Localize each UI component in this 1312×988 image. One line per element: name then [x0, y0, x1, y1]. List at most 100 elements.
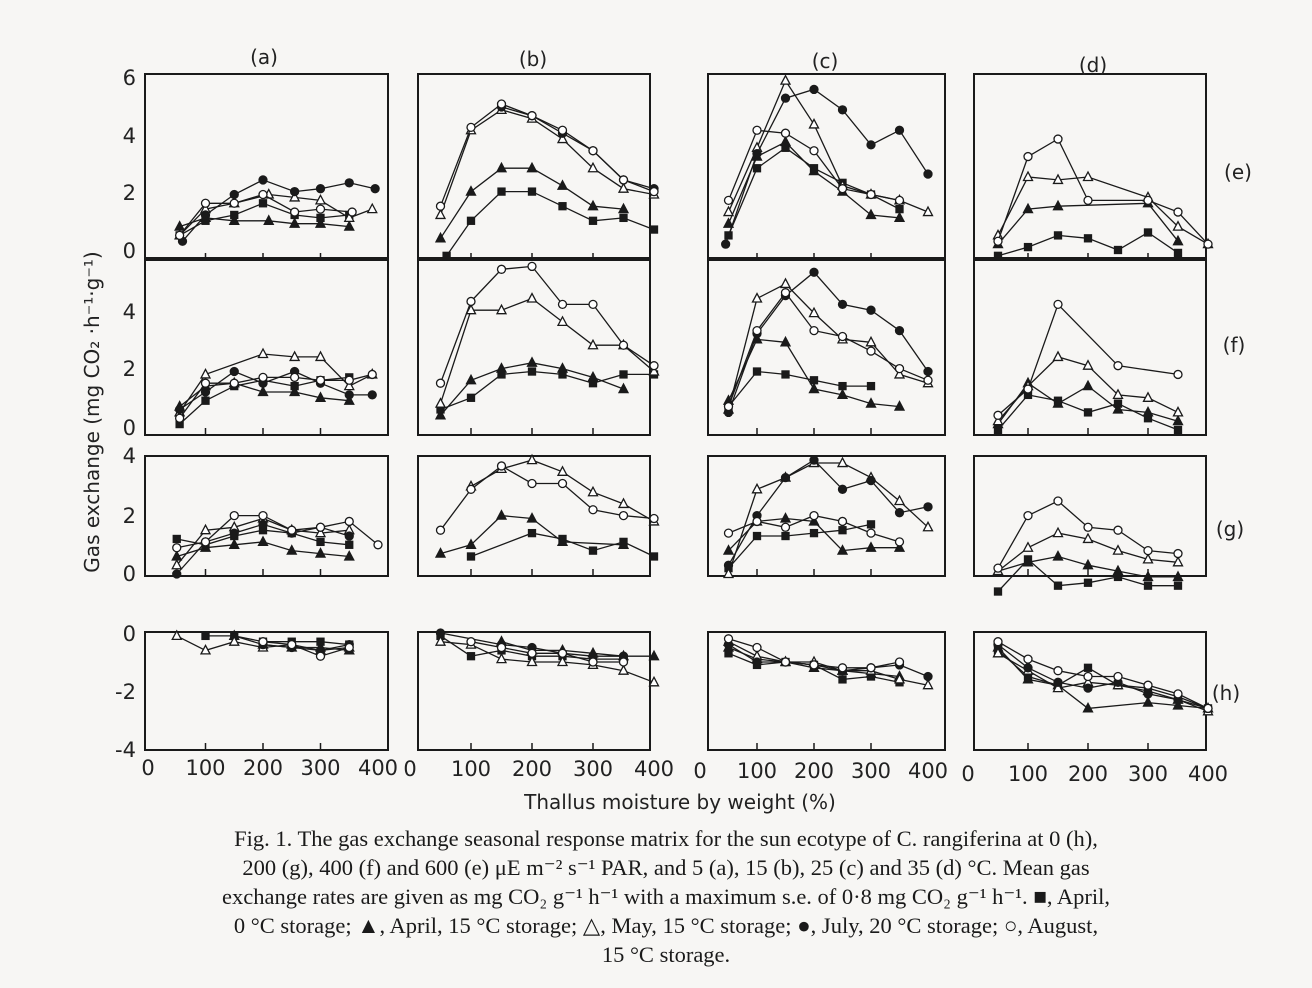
x-tick-label-c: 0 [693, 759, 706, 783]
point-aug15 [1083, 671, 1093, 682]
point-jul20 [229, 189, 239, 200]
series-line-jul20 [501, 106, 655, 190]
point-may15 [434, 397, 447, 408]
point-apr15 [587, 370, 599, 382]
series-line-aug15 [439, 103, 655, 207]
point-jul20 [866, 475, 876, 486]
point-apr15 [893, 541, 906, 552]
point-apr0 [466, 652, 476, 661]
point-apr15 [779, 135, 792, 147]
point-jul20 [752, 657, 762, 667]
point-apr15 [556, 535, 569, 547]
point-apr0 [527, 187, 537, 196]
series-line-jul20 [727, 271, 929, 413]
point-aug15 [588, 505, 598, 515]
panel-hd [973, 631, 1214, 751]
point-apr0 [527, 367, 537, 376]
point-apr15 [228, 538, 240, 549]
x-tick-label-a: 300 [300, 756, 340, 780]
point-may15 [228, 635, 240, 646]
series-line-apr15 [501, 641, 654, 657]
point-aug15 [315, 204, 326, 214]
point-aug15 [1023, 151, 1033, 162]
figure-caption: Fig. 1. The gas exchange seasonal respon… [60, 824, 1272, 969]
point-jul20 [258, 519, 268, 530]
point-apr0 [1173, 425, 1183, 435]
point-aug15 [344, 516, 354, 527]
point-apr15 [1142, 406, 1154, 417]
x-axis-label: Thallus moisture by weight (%) [523, 790, 836, 814]
row-label-g: (g) [1216, 517, 1244, 541]
series-line-aug15 [176, 514, 379, 549]
panel-frame-eb [417, 73, 651, 261]
point-apr0 [866, 520, 876, 529]
y-tick-label-h: -2 [115, 680, 136, 704]
point-apr15 [617, 538, 630, 549]
row-label-f: (f) [1223, 333, 1246, 357]
point-aug15 [1023, 654, 1033, 664]
point-apr15 [314, 217, 327, 228]
series-line-jul20 [440, 632, 624, 657]
point-may15 [865, 335, 877, 347]
point-aug15 [780, 288, 791, 298]
x-tick-label-c: 200 [794, 759, 834, 783]
point-apr0 [993, 251, 1003, 260]
point-may15 [808, 306, 820, 318]
point-apr15 [1112, 403, 1124, 414]
point-aug15 [287, 525, 297, 535]
col-label-a: (a) [250, 45, 278, 69]
point-apr0 [316, 537, 325, 547]
point-apr15 [836, 544, 849, 555]
panel-frame-gd [973, 455, 1207, 577]
point-apr15 [893, 211, 906, 223]
point-apr15 [314, 391, 327, 402]
panel-gb [417, 453, 660, 577]
point-apr0 [1083, 663, 1093, 672]
panel-fa [144, 257, 389, 436]
point-apr0 [345, 540, 354, 549]
caption-line-4: 0 °C storage; ▲, April, 15 °C storage; △… [233, 913, 1099, 938]
series-line-jul20 [262, 643, 350, 652]
point-aug15 [1173, 548, 1183, 559]
point-apr0 [752, 367, 762, 376]
point-jul20 [344, 390, 354, 400]
point-aug15 [866, 189, 876, 200]
point-apr15 [257, 535, 269, 547]
panel-ea [144, 73, 389, 261]
x-tick-label-c: 400 [908, 759, 948, 783]
series-line-may15 [727, 283, 929, 410]
series-line-may15 [440, 641, 655, 683]
point-apr0 [619, 213, 628, 223]
point-apr15 [1142, 570, 1154, 582]
point-may15 [648, 675, 660, 687]
point-jul20 [174, 404, 185, 415]
point-may15 [808, 118, 820, 129]
point-apr15 [1172, 414, 1184, 426]
x-tick-label-d: 400 [1188, 762, 1228, 786]
point-apr0 [442, 251, 451, 260]
point-aug15 [1203, 703, 1213, 714]
point-jul20 [923, 671, 933, 682]
x-tick-label-a: 400 [358, 756, 398, 780]
panel-hc [707, 631, 946, 751]
point-may15 [1142, 391, 1154, 402]
point-jul20 [923, 169, 933, 179]
point-apr15 [343, 220, 355, 231]
point-apr0 [649, 552, 659, 561]
point-apr0 [172, 534, 181, 544]
point-may15 [199, 368, 212, 379]
point-apr15 [587, 199, 599, 211]
series-line-apr0 [446, 190, 655, 257]
point-apr15 [779, 512, 792, 523]
point-jul20 [809, 267, 819, 277]
panel-frame-ed [973, 73, 1207, 261]
point-apr0 [752, 164, 762, 173]
point-may15 [556, 315, 569, 327]
point-apr0 [838, 526, 847, 535]
panel-ed [973, 73, 1214, 261]
point-jul20 [752, 148, 762, 159]
point-may15 [836, 456, 849, 468]
panel-gd [973, 455, 1207, 596]
point-aug15 [258, 189, 268, 200]
